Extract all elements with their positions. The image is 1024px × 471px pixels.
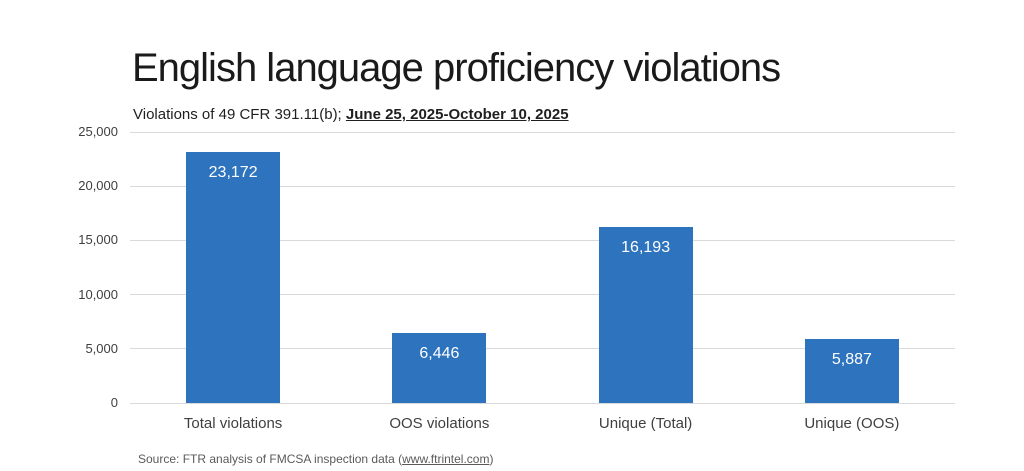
bar-unique-total	[598, 227, 693, 403]
gridline	[130, 294, 955, 296]
bar-unique-oos	[804, 339, 899, 403]
y-axis-tick-label: 10,000	[78, 286, 118, 302]
chart-title: English language proficiency violations	[132, 46, 781, 90]
y-axis-tick-label: 25,000	[78, 124, 118, 139]
bar-value-label: 23,172	[208, 163, 258, 181]
gridline	[130, 402, 955, 404]
gridline	[130, 348, 955, 350]
gridline	[130, 239, 955, 241]
source-text-prefix: Source: FTR analysis of FMCSA inspection…	[138, 452, 403, 466]
y-axis-tick-label: 5,000	[85, 340, 118, 356]
bar-value-label: 5,887	[831, 351, 872, 369]
chart-subtitle: Violations of 49 CFR 391.11(b); June 25,…	[133, 106, 569, 123]
source-note: Source: FTR analysis of FMCSA inspection…	[138, 452, 493, 466]
source-link[interactable]: www.ftrintel.com	[402, 452, 490, 466]
chart-subtitle-prefix: Violations of 49 CFR 391.11(b);	[133, 106, 346, 123]
chart-subtitle-date-range: June 25, 2025-October 10, 2025	[345, 106, 569, 123]
bar-value-label: 16,193	[621, 239, 671, 257]
y-axis-tick-label: 20,000	[78, 178, 118, 194]
y-axis-tick-label: 0	[110, 395, 118, 410]
bar-value-label: 6,446	[419, 345, 460, 363]
y-axis-tick-label: 15,000	[78, 232, 118, 248]
x-axis-category-label: Unique (Total)	[598, 415, 693, 432]
gridline	[130, 185, 955, 187]
source-text-suffix: )	[489, 452, 494, 466]
bar-oos-violations	[392, 333, 487, 403]
bar-total-violations	[186, 151, 281, 403]
x-axis-category-label: Unique (OOS)	[804, 415, 900, 432]
x-axis-category-label: OOS violations	[389, 415, 490, 432]
x-axis-category-label: Total violations	[183, 415, 283, 432]
gridline	[130, 131, 955, 133]
